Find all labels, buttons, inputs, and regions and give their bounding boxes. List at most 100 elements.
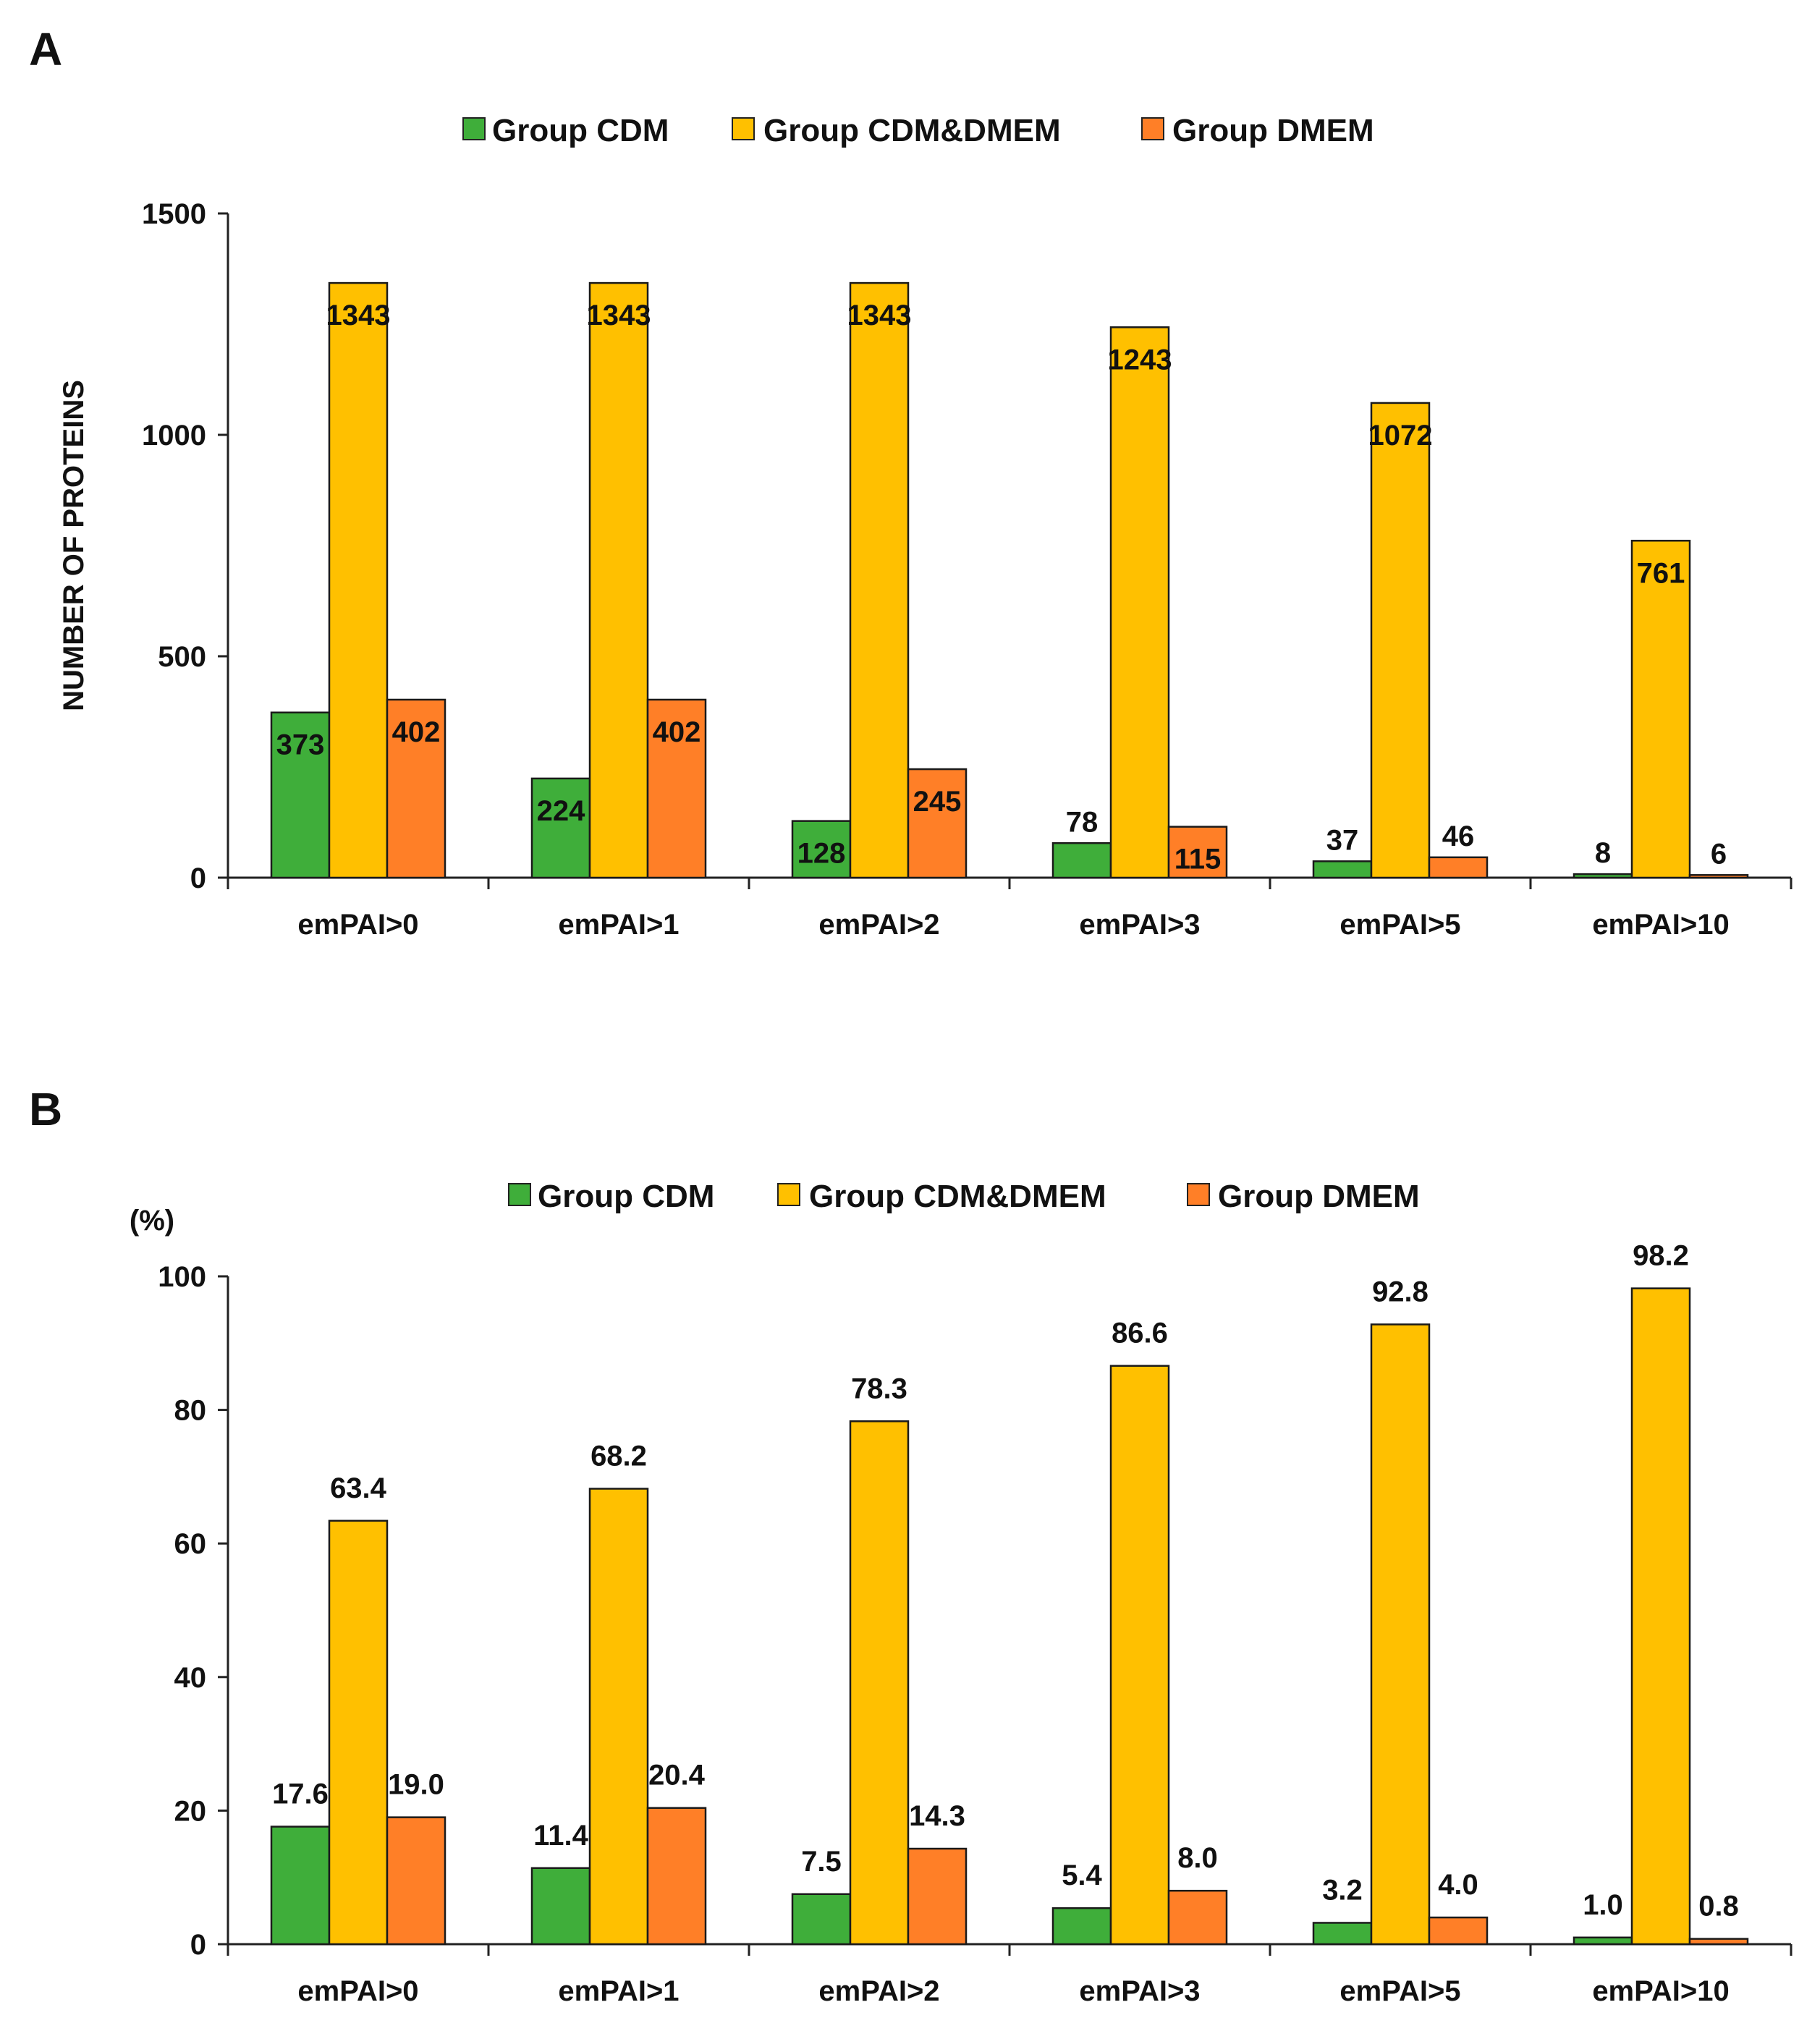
bar (1428, 1916, 1489, 1946)
bar-value-label: 86.6 (1112, 1318, 1168, 1349)
bar (386, 1816, 446, 1946)
bar-value-label: 761 (1637, 557, 1685, 589)
bar (1573, 1936, 1633, 1946)
x-category-label: emPAI>0 (297, 909, 418, 941)
panel-b-value-labels: 17.6 63.4 19.0 11.4 68.2 20.4 7.5 78.3 14.3 5.4 86… (272, 1240, 1739, 1922)
bar-value-label: 20.4 (648, 1760, 706, 1792)
panel-a-bars (270, 281, 1749, 879)
bar-value-label: 8.0 (1177, 1842, 1218, 1874)
bar (907, 768, 968, 879)
legend-label: Group CDM (538, 1179, 714, 1214)
bar-value-label: 373 (276, 729, 325, 761)
legend-swatch (462, 117, 486, 140)
bar-value-label: 78 (1066, 806, 1099, 838)
bar-value-label: 224 (537, 795, 585, 827)
y-tick-label: 1000 (142, 420, 206, 451)
legend-swatch (732, 117, 755, 140)
bar-value-label: 5.4 (1062, 1860, 1102, 1891)
y-tick-label: 100 (158, 1261, 206, 1293)
y-axis-title: NUMBER OF PROTEINS (58, 380, 90, 711)
bar-value-label: 92.8 (1372, 1276, 1429, 1307)
y-tick-label: 0 (190, 1929, 206, 1961)
legend-swatch (1187, 1183, 1210, 1206)
bar (588, 281, 649, 879)
bar-value-label: 8 (1595, 837, 1611, 869)
y-tick-label: 80 (174, 1395, 207, 1427)
bar (1312, 1922, 1373, 1946)
panel-b-legend: Group CDM Group CDM&DMEM Group DMEM (508, 1179, 1420, 1214)
bar (849, 281, 910, 879)
bar-value-label: 98.2 (1633, 1240, 1689, 1272)
bar (1688, 874, 1749, 879)
bar-value-label: 4.0 (1438, 1869, 1478, 1901)
bar (328, 1519, 389, 1946)
x-category-label: emPAI>2 (818, 1975, 939, 2007)
bar (1109, 1365, 1170, 1946)
bar-value-label: 402 (653, 716, 701, 748)
bar (530, 1867, 591, 1946)
panel-a: A Group CDM Group CDM&DMEM Group DMEM 0 500… (29, 23, 1793, 941)
bar (1688, 1938, 1749, 1946)
bar-value-label: 1343 (587, 300, 651, 331)
bar (1051, 1907, 1112, 1946)
bar-value-label: 17.6 (272, 1778, 329, 1810)
y-axis-unit: (%) (130, 1205, 174, 1237)
legend-label: Group CDM&DMEM (809, 1179, 1106, 1214)
y-tick-label: 1500 (142, 198, 206, 230)
x-category-label: emPAI>1 (558, 1975, 679, 2007)
bar-value-label: 19.0 (388, 1769, 444, 1801)
y-tick-label: 500 (158, 641, 206, 673)
bar-value-label: 1.0 (1583, 1889, 1623, 1921)
y-tick-label: 20 (174, 1795, 207, 1827)
bar (1051, 842, 1112, 879)
bar (1370, 1323, 1431, 1946)
bar (791, 1893, 852, 1946)
bar-value-label: 0.8 (1698, 1891, 1739, 1922)
legend-label: Group DMEM (1218, 1179, 1420, 1214)
y-tick-label: 60 (174, 1528, 207, 1560)
bar (1630, 1287, 1691, 1946)
panel-a-value-labels: 373 1343 402 224 1343 402 128 1343 245 78 1243 115 3… (276, 300, 1727, 875)
legend-label: Group CDM&DMEM (763, 113, 1061, 148)
x-category-label: emPAI>1 (558, 909, 679, 941)
bar-value-label: 14.3 (909, 1800, 965, 1832)
panel-b-label: B (29, 1083, 62, 1135)
bar-value-label: 78.3 (851, 1373, 907, 1404)
bar-value-label: 68.2 (591, 1441, 647, 1472)
bar (646, 1807, 707, 1946)
bar (270, 711, 331, 879)
bar-value-label: 11.4 (533, 1820, 588, 1852)
bar-value-label: 402 (392, 716, 441, 748)
bar-value-label: 1072 (1368, 420, 1433, 451)
bar (849, 1420, 910, 1946)
y-tick-label: 0 (190, 862, 206, 894)
bar (1312, 860, 1373, 879)
bar (1428, 856, 1489, 879)
x-category-label: emPAI>5 (1339, 1975, 1460, 2007)
legend-label: Group CDM (492, 113, 669, 148)
x-category-label: emPAI>0 (297, 1975, 418, 2007)
bar (907, 1847, 968, 1946)
bar-value-label: 115 (1174, 844, 1222, 875)
bar (1573, 873, 1633, 879)
x-category-label: emPAI>10 (1592, 909, 1729, 941)
x-category-label: emPAI>2 (818, 909, 939, 941)
x-category-label: emPAI>5 (1339, 909, 1460, 941)
bar-value-label: 7.5 (801, 1846, 842, 1878)
bar (588, 1488, 649, 1946)
bar (1630, 540, 1691, 879)
bar (1167, 826, 1228, 879)
panel-a-label: A (29, 23, 62, 75)
x-category-label: emPAI>3 (1079, 909, 1200, 941)
x-category-label: emPAI>3 (1079, 1975, 1200, 2007)
bar (1370, 402, 1431, 879)
bar (386, 698, 446, 879)
panel-a-axes: 0 500 1000 1500 NUMBER OF PROTEINS emPAI>0 emP… (58, 198, 1793, 941)
panel-b-bars (270, 1287, 1749, 1946)
bar-value-label: 46 (1442, 821, 1475, 852)
bar-value-label: 245 (913, 786, 962, 818)
bar-value-label: 37 (1326, 824, 1359, 856)
panel-a-legend: Group CDM Group CDM&DMEM Group DMEM (462, 113, 1374, 148)
legend-label: Group DMEM (1172, 113, 1374, 148)
